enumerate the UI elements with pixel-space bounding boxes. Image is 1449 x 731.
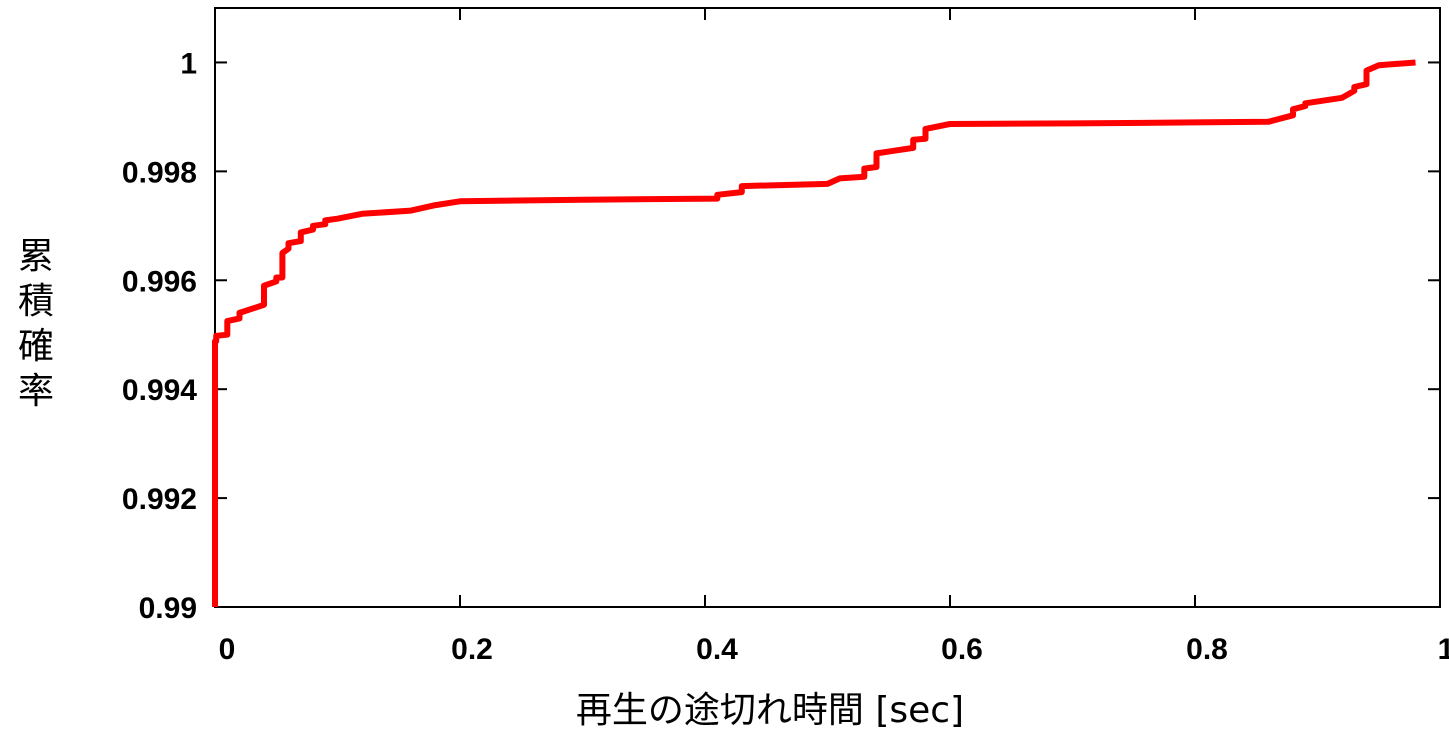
x-tick-label: 1 <box>1438 633 1449 666</box>
series-line <box>212 59 1416 607</box>
x-tick-label: 0.8 <box>1186 633 1228 666</box>
x-tick-label: 0.2 <box>451 633 493 666</box>
y-tick-label: 1 <box>180 47 197 80</box>
y-tick-label: 0.99 <box>139 592 197 625</box>
y-axis-title-char: 累 <box>18 236 54 277</box>
y-axis-title-char: 率 <box>18 371 54 412</box>
y-axis-title-char: 積 <box>18 281 54 322</box>
y-axis-title-char: 確 <box>18 326 54 367</box>
x-axis-title: 再生の途切れ時間 [sec] <box>576 690 964 731</box>
plot-frame <box>214 7 1441 608</box>
plot-area <box>212 59 1416 607</box>
y-tick-label: 0.992 <box>122 483 197 516</box>
x-tick-label: 0 <box>219 633 236 666</box>
axes: 0.99 0.992 0.994 0.996 0.998 1 0 0.2 0.4 0.6 0.8 1 <box>122 7 1449 666</box>
x-tick-label: 0.6 <box>941 633 983 666</box>
x-tick-label: 0.4 <box>696 633 738 666</box>
y-tick-label: 0.994 <box>122 374 197 407</box>
y-tick-label: 0.998 <box>122 156 197 189</box>
y-tick-label: 0.996 <box>122 265 197 298</box>
